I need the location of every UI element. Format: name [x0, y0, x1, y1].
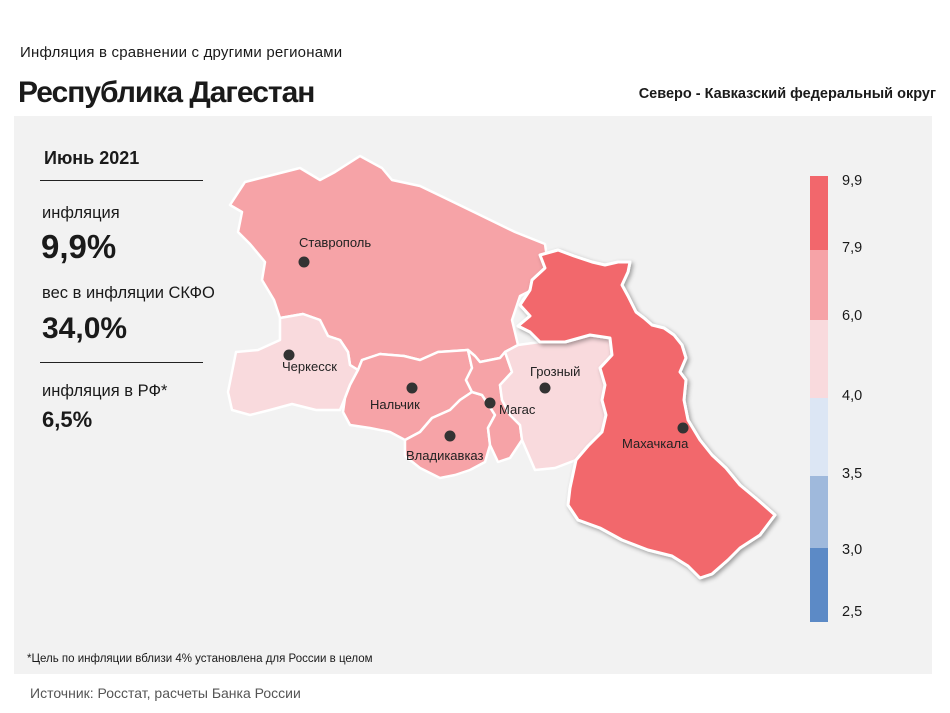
region-karachay-cherkessia	[226, 312, 360, 417]
weight-value: 34,0%	[42, 312, 128, 345]
divider	[40, 180, 203, 181]
legend-band	[810, 476, 828, 548]
legend-scale	[810, 176, 828, 622]
city-label-magas: Магас	[499, 402, 536, 417]
legend-tick: 9,9	[842, 173, 863, 189]
city-label-nalchik: Нальчик	[370, 397, 420, 412]
inflation-value: 9,9%	[41, 228, 117, 265]
city-dot-vladikavkaz	[444, 430, 456, 442]
legend-tick: 6,0	[842, 308, 863, 324]
inflation-label: инфляция	[42, 204, 120, 222]
city-label-grozny: Грозный	[530, 364, 580, 379]
rf-inflation-value: 6,5%	[42, 407, 93, 432]
page-title: Республика Дагестан	[18, 76, 315, 109]
city-dot-cherkessk	[283, 349, 295, 361]
legend-band	[810, 250, 828, 320]
city-dot-stavropol	[298, 256, 310, 268]
city-label-vladikavkaz: Владикавказ	[406, 448, 484, 463]
legend-band	[810, 548, 828, 622]
period-label: Июнь 2021	[44, 148, 140, 168]
source-note: Источник: Росстат, расчеты Банка России	[30, 685, 301, 701]
legend-tick: 4,0	[842, 388, 863, 404]
city-label-stavropol: Ставрополь	[299, 235, 371, 250]
city-dot-nalchik	[406, 382, 418, 394]
city-dot-makhachkala	[677, 422, 689, 434]
city-label-makhachkala: Махачкала	[622, 436, 689, 451]
city-label-cherkessk: Черкесск	[282, 359, 337, 374]
legend-band	[810, 176, 828, 250]
legend-band	[810, 320, 828, 398]
region-stavropol	[228, 154, 550, 372]
legend-tick: 7,9	[842, 240, 863, 256]
region-dagestan	[516, 248, 777, 580]
district-name: Северо - Кавказский федеральный округ	[638, 86, 936, 102]
legend-tick: 3,0	[842, 542, 863, 558]
rf-inflation-label: инфляция в РФ*	[42, 382, 168, 400]
city-dot-grozny	[539, 382, 551, 394]
city-markers	[283, 256, 689, 442]
legend-tick: 3,5	[842, 466, 863, 482]
footnote: *Цель по инфляции вблизи 4% установлена …	[27, 653, 373, 665]
divider	[40, 362, 203, 363]
page-subtitle: Инфляция в сравнении с другими регионами	[20, 44, 343, 61]
city-dot-magas	[484, 397, 496, 409]
legend-band	[810, 398, 828, 476]
legend-tick: 2,5	[842, 604, 863, 620]
weight-label: вес в инфляции СКФО	[42, 284, 215, 302]
